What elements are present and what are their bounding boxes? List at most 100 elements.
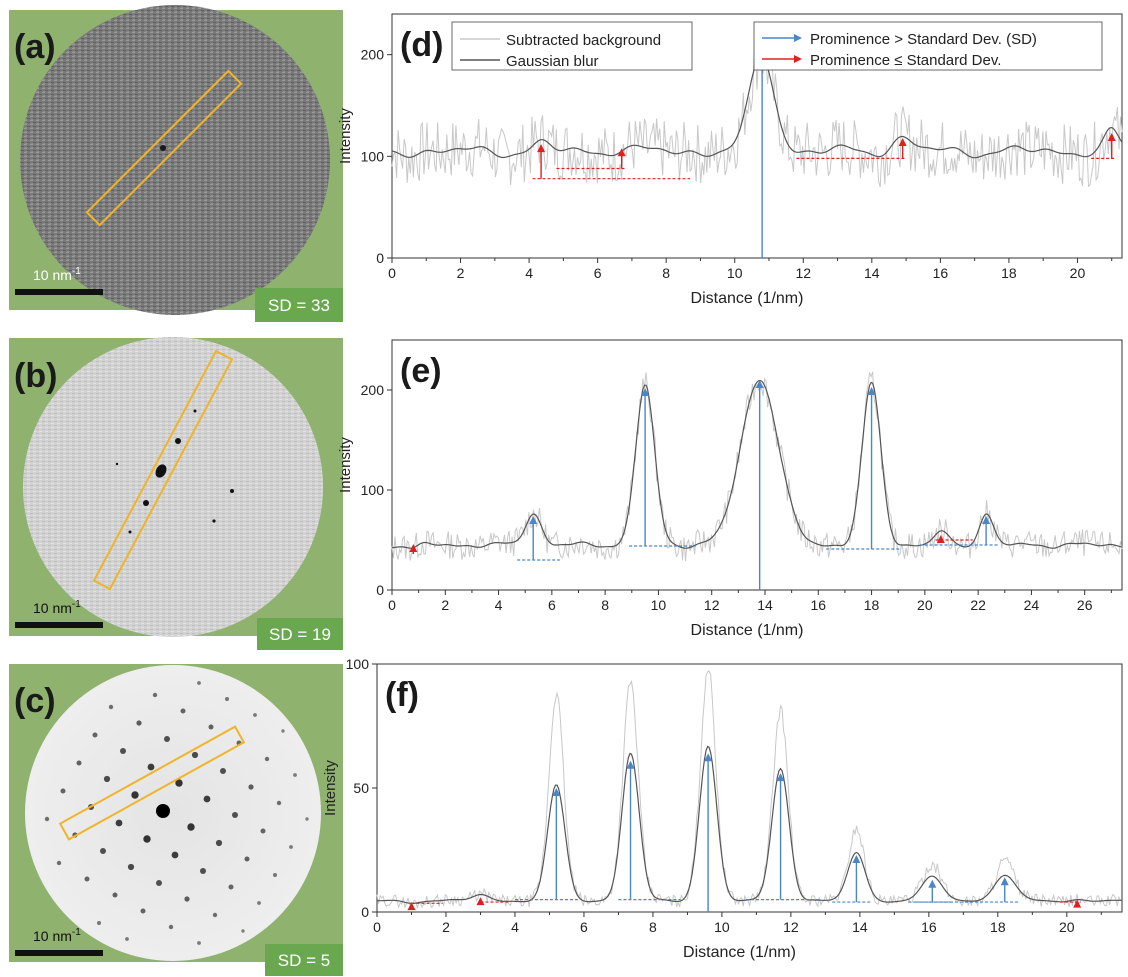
panel-label-c: (c): [14, 682, 56, 720]
x-tick-label: 20: [1059, 919, 1075, 935]
diffraction-spot: [120, 748, 126, 754]
spot: [175, 438, 181, 444]
image-panel-c: (c) 10 nm-1 SD = 5: [9, 664, 343, 976]
gaussian-blur-series: [391, 379, 1123, 549]
diffraction-spot: [273, 873, 277, 877]
x-axis-label: Distance (1/nm): [683, 944, 796, 961]
diffraction-spot: [191, 751, 199, 759]
scale-bar-c: [15, 950, 103, 956]
blue-arrow-icon: [794, 34, 802, 42]
scale-bar-b: [15, 622, 103, 628]
x-tick-label: 12: [783, 919, 799, 935]
sd-label-a: SD = 33: [268, 296, 330, 315]
central-spot-b: [155, 464, 167, 478]
x-tick-label: 6: [594, 265, 602, 281]
diffraction-spot: [264, 756, 270, 762]
sd-label-b: SD = 19: [269, 625, 331, 644]
blue-prominence-arrowhead: [1000, 877, 1009, 886]
x-axis-label: Distance (1/nm): [691, 622, 804, 639]
x-tick-label: 2: [457, 265, 465, 281]
diffraction-spot: [97, 921, 101, 925]
diffraction-spot: [276, 800, 282, 806]
diffraction-spot: [184, 896, 190, 902]
red-prominence-arrowhead: [617, 148, 626, 157]
diffraction-spot: [293, 773, 297, 777]
diffraction-spot: [115, 819, 123, 827]
diffraction-disc-c: [25, 665, 321, 961]
spot: [193, 409, 197, 413]
x-tick-label: 18: [990, 919, 1006, 935]
diffraction-spot: [197, 941, 201, 945]
x-tick-label: 24: [1024, 597, 1040, 613]
diffraction-spot: [76, 760, 82, 766]
diffraction-spot: [92, 732, 98, 738]
diffraction-spot: [164, 736, 170, 742]
image-panel-b: (b) 10 nm-1 SD = 19: [9, 337, 343, 650]
diffraction-spot: [281, 729, 285, 733]
blue-prominence-arrowhead: [852, 854, 861, 863]
gaussian-blur-series: [376, 745, 1122, 904]
y-tick-label: 0: [361, 904, 369, 920]
legend-red-label: Prominence ≤ Standard Dev.: [810, 52, 1001, 69]
diffraction-spot: [220, 768, 226, 774]
diffraction-spot: [44, 816, 50, 822]
x-tick-label: 0: [388, 265, 396, 281]
diffraction-spot: [84, 876, 90, 882]
x-tick-label: 18: [1001, 265, 1017, 281]
diffraction-spot: [156, 880, 162, 886]
diffraction-spot: [168, 924, 174, 930]
spot: [115, 462, 119, 466]
x-tick-label: 0: [388, 597, 396, 613]
y-axis-label: Intensity: [337, 108, 354, 164]
y-tick-label: 100: [361, 148, 385, 164]
legend-raw-label: Subtracted background: [506, 32, 661, 49]
x-tick-label: 4: [511, 919, 519, 935]
blue-prominence-arrowhead: [867, 387, 876, 395]
x-tick-label: 14: [864, 265, 880, 281]
red-prominence-arrowhead: [409, 544, 418, 552]
y-tick-label: 200: [361, 382, 385, 398]
sd-badge-b: [257, 618, 343, 650]
x-tick-label: 14: [852, 919, 868, 935]
red-prominence-arrowhead: [476, 897, 485, 906]
x-tick-label: 8: [662, 265, 670, 281]
blue-prominence-arrowhead: [552, 788, 561, 796]
plot-frame: [376, 663, 1123, 913]
x-tick-label: 10: [714, 919, 730, 935]
diffraction-spot: [56, 860, 62, 866]
y-axis-label: Intensity: [337, 437, 354, 493]
blue-prominence-arrowhead: [928, 879, 937, 888]
x-tick-label: 0: [373, 919, 381, 935]
blue-prominence-arrowhead: [626, 760, 635, 769]
subtracted-background-series: [391, 371, 1123, 562]
chart-panel-label: (d): [400, 26, 443, 64]
diffraction-spot: [136, 720, 142, 726]
diffraction-spot: [112, 892, 118, 898]
legend-prominence: Prominence > Standard Dev. (SD) Prominen…: [753, 21, 1103, 71]
y-axis-label: Intensity: [322, 760, 339, 816]
x-tick-label: 12: [795, 265, 811, 281]
scale-label-c: 10 nm-1: [33, 927, 81, 944]
diffraction-spot: [127, 863, 135, 871]
blue-prominence-arrowhead: [704, 753, 713, 762]
image-panel-a: (a) 10 nm-1 SD = 33: [9, 5, 343, 322]
diffraction-spot: [140, 908, 146, 914]
x-tick-label: 18: [864, 597, 880, 613]
diffraction-spot: [152, 692, 158, 698]
y-tick-label: 100: [361, 482, 385, 498]
diffraction-spot: [100, 848, 106, 854]
blue-prominence-arrowhead: [755, 380, 764, 388]
central-spot-c: [156, 804, 170, 818]
plot-frame: [391, 13, 1123, 259]
diffraction-spot: [305, 817, 309, 821]
diffraction-spot: [203, 795, 211, 803]
legend-traces-box: [451, 21, 693, 71]
legend-blur-label: Gaussian blur: [506, 53, 599, 70]
legend-blue-label: Prominence > Standard Dev. (SD): [810, 31, 1037, 48]
y-tick-label: 0: [376, 582, 384, 598]
panel-label-b: (b): [14, 357, 57, 395]
diffraction-spot: [228, 884, 234, 890]
spot: [230, 489, 234, 493]
spot: [212, 519, 216, 523]
sd-label-c: SD = 5: [278, 951, 330, 970]
